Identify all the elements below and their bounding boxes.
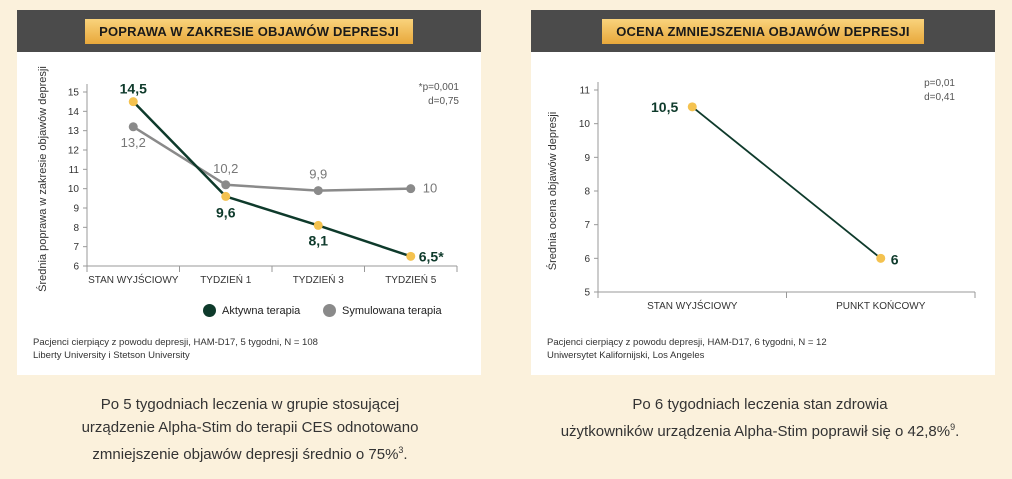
caption-right-line2-text: użytkowników urządzenia Alpha-Stim popra…	[560, 423, 951, 440]
y-tick-label: 10	[579, 119, 591, 130]
x-tick-label: TYDZIEŃ 3	[293, 273, 345, 286]
data-point-active	[313, 220, 323, 230]
caption-right: Po 6 tygodniach leczenia stan zdrowia uż…	[520, 393, 1000, 443]
legend-swatch-sham	[323, 304, 336, 317]
chart-svg-left: *p=0,001 d=0,75 6 7 8 9 10 11 12 13 14 15 STAN WYJ…	[36, 66, 460, 292]
y-tick-label: 8	[73, 223, 79, 234]
legend-item-active: Aktywna terapia	[203, 304, 300, 317]
chart-title-right: OCENA ZMNIEJSZENIA OBJAWÓW DEPRESJI	[602, 18, 924, 44]
legend-swatch-active	[203, 304, 216, 317]
caption-left-line2: urządzenie Alpha-Stim do terapii CES odn…	[81, 419, 419, 436]
caption-right-footnote: 9	[950, 422, 956, 432]
series-line-active	[132, 100, 412, 258]
y-tick-label: 8	[584, 187, 590, 198]
stat-d-value-right: d=0,41	[924, 92, 955, 103]
data-point-active	[406, 251, 416, 261]
x-tick-label: TYDZIEŃ 5	[385, 273, 437, 286]
stat-d-value-left: d=0,75	[428, 96, 459, 107]
y-tick-label: 6	[73, 262, 79, 273]
chart-svg-right: p=0,01 d=0,41 5 6 7 8 9 10 11 STAN WYJŚCIOWY PUN…	[546, 78, 976, 312]
caption-left-end: .	[403, 446, 408, 463]
data-point-active	[221, 191, 231, 201]
stat-p-value-right: p=0,01	[924, 78, 955, 89]
legend-item-sham: Symulowana terapia	[323, 304, 442, 317]
data-point-sham	[406, 184, 416, 194]
data-label-active: 14,5	[120, 81, 147, 97]
data-point-sham	[128, 122, 138, 132]
y-tick-label: 14	[68, 107, 80, 118]
y-axis-label: Średnia poprawa w zakresie objawów depre…	[36, 66, 49, 292]
chart-panel-left: POPRAWA W ZAKRESIE OBJAWÓW DEPRESJI *p=0…	[17, 10, 481, 375]
data-label-active: 9,6	[216, 204, 236, 220]
data-label-sham: 10	[423, 181, 437, 196]
data-point-sham	[313, 186, 323, 196]
chart-panel-right: OCENA ZMNIEJSZENIA OBJAWÓW DEPRESJI p=0,…	[531, 10, 995, 375]
y-tick-label: 9	[73, 204, 79, 215]
y-tick-label: 6	[584, 254, 590, 265]
legend-label-active: Aktywna terapia	[222, 304, 301, 317]
data-label-sham: 10,2	[213, 161, 238, 176]
series-line-sham	[132, 125, 411, 192]
caption-right-line2: użytkowników urządzenia Alpha-Stim popra…	[520, 416, 1000, 443]
data-label: 10,5	[651, 99, 678, 115]
caption-left-line3-text: zmniejszenie objawów depresji średnio o …	[92, 446, 399, 463]
chart-header-left: POPRAWA W ZAKRESIE OBJAWÓW DEPRESJI	[17, 10, 481, 52]
source-note-left-line1: Pacjenci cierpiący z powodu depresji, HA…	[33, 337, 318, 348]
y-tick-label: 9	[584, 153, 590, 164]
source-note-right-line1: Pacjenci cierpiący z powodu depresji, HA…	[547, 337, 827, 348]
series-line	[691, 106, 882, 260]
source-note-right: Pacjenci cierpiący z powodu depresji, HA…	[547, 336, 827, 362]
caption-left-line3: zmniejszenie objawów depresji średnio o …	[10, 439, 490, 466]
y-tick-label: 7	[73, 242, 79, 253]
data-point	[876, 253, 886, 263]
y-tick-label: 5	[584, 288, 590, 299]
caption-left: Po 5 tygodniach leczenia w grupie stosuj…	[10, 393, 490, 466]
data-point	[687, 102, 697, 112]
data-label-active: 8,1	[309, 232, 329, 248]
y-tick-label: 12	[68, 146, 80, 157]
y-tick-label: 10	[68, 184, 80, 195]
x-tick-label: STAN WYJŚCIOWY	[647, 299, 738, 312]
data-point-active	[128, 97, 138, 107]
y-tick-label: 11	[69, 165, 80, 176]
source-note-left-line2: Liberty University i Stetson University	[33, 350, 190, 361]
chart-header-right: OCENA ZMNIEJSZENIA OBJAWÓW DEPRESJI	[531, 10, 995, 52]
caption-left-footnote: 3	[398, 445, 404, 455]
data-label-active: 6,5*	[419, 248, 444, 264]
y-tick-label: 15	[68, 88, 80, 99]
y-tick-label: 13	[68, 126, 80, 137]
y-tick-label: 7	[584, 220, 590, 231]
caption-left-line1: Po 5 tygodniach leczenia w grupie stosuj…	[100, 396, 400, 413]
data-point-sham	[221, 180, 231, 190]
y-tick-label: 11	[580, 86, 591, 97]
source-note-right-line2: Uniwersytet Kalifornijski, Los Angeles	[547, 350, 705, 361]
data-label-sham: 13,2	[121, 135, 146, 150]
y-axis-label: Średnia ocena objawów depresji	[546, 112, 559, 270]
x-tick-label: PUNKT KOŃCOWY	[836, 299, 926, 312]
x-tick-label: TYDZIEŃ 1	[200, 273, 252, 286]
stat-p-value-left: *p=0,001	[419, 82, 460, 93]
caption-right-line1: Po 6 tygodniach leczenia stan zdrowia	[632, 396, 888, 413]
data-label-sham: 9,9	[309, 167, 327, 182]
caption-right-end: .	[955, 423, 960, 440]
data-label: 6	[891, 251, 899, 267]
chart-title-left: POPRAWA W ZAKRESIE OBJAWÓW DEPRESJI	[85, 18, 413, 44]
source-note-left: Pacjenci cierpiący z powodu depresji, HA…	[33, 336, 318, 362]
legend-label-sham: Symulowana terapia	[342, 304, 442, 317]
x-tick-label: STAN WYJŚCIOWY	[88, 273, 179, 286]
